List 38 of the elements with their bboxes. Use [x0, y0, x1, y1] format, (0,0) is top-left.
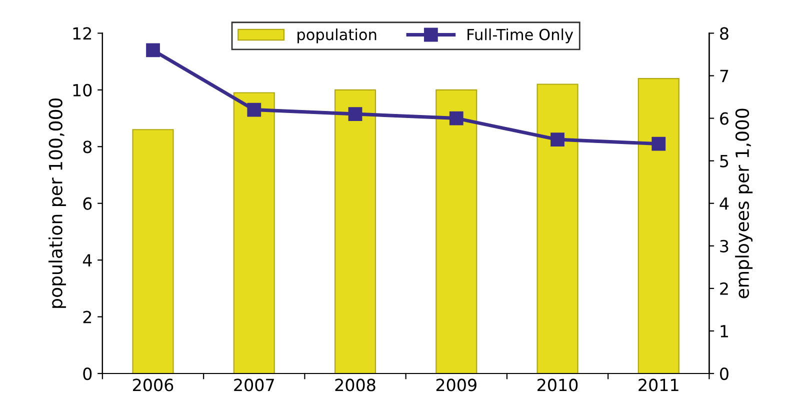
- x-tick-label: 2011: [638, 378, 678, 392]
- y-axis-title: population per 100,000: [48, 98, 66, 308]
- y2-tick-label: 6: [720, 112, 728, 125]
- legend-label: Full-Time Only: [468, 28, 574, 44]
- y2-tick-label: 1: [720, 325, 728, 338]
- legend-label: population: [298, 28, 376, 44]
- bar: [334, 89, 376, 374]
- y2-tick-label: 0: [720, 367, 728, 380]
- y2-tick-label: 3: [720, 240, 728, 252]
- bar: [638, 78, 680, 374]
- point: [449, 111, 464, 126]
- y-tick-label: 12: [73, 27, 92, 40]
- point: [550, 132, 564, 146]
- y2-tick-label: 7: [720, 70, 728, 82]
- bar: [536, 84, 578, 374]
- x-tick-label: 2006: [133, 378, 174, 392]
- bar: [132, 129, 174, 374]
- y2-tick-label: 2: [720, 282, 728, 295]
- point: [247, 102, 262, 117]
- x-tick-label: 2009: [436, 378, 476, 392]
- point: [652, 136, 666, 151]
- x-tick-label: 2008: [335, 378, 376, 392]
- y-tick-label: 8: [83, 140, 92, 154]
- y2-axis-title: employees per 1,000: [735, 108, 753, 298]
- y2-tick-label: 4: [720, 198, 729, 210]
- point: [348, 107, 362, 121]
- y-tick-label: 0: [83, 367, 92, 380]
- point: [146, 43, 160, 58]
- y-tick-label: 10: [73, 84, 92, 96]
- y2-tick-label: 5: [720, 154, 728, 168]
- y2-tick-label: 8: [720, 27, 728, 40]
- bar: [436, 89, 478, 374]
- x-tick-label: 2007: [234, 378, 274, 392]
- x-tick-label: 2010: [538, 378, 578, 392]
- y-tick-label: 2: [83, 310, 92, 324]
- y-tick-label: 4: [82, 254, 92, 266]
- y-tick-label: 6: [83, 197, 92, 210]
- bar: [233, 92, 275, 374]
